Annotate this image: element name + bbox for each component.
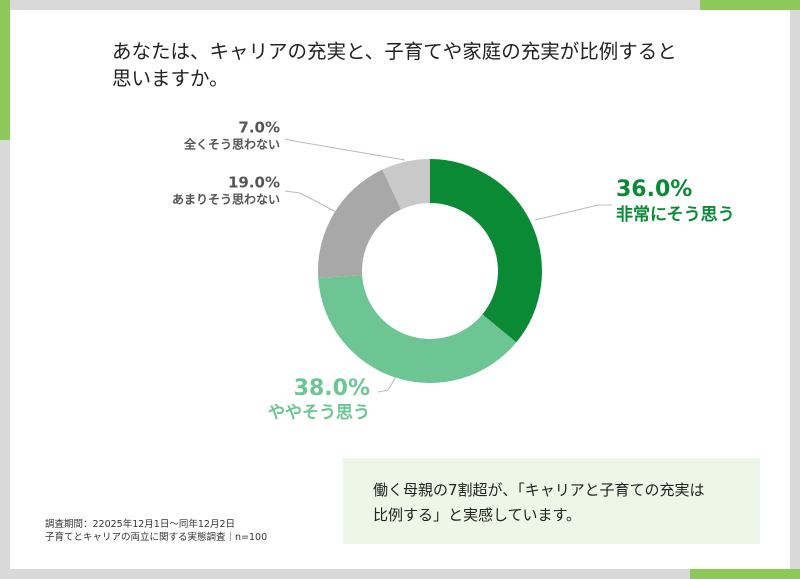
value-label: 7.0% <box>238 119 280 137</box>
footnote: 調査期間：22025年12月1日～同年12月2日 子育てとキャリアの両立に関する… <box>45 518 267 544</box>
accent-bar <box>0 0 10 140</box>
slice <box>318 169 402 279</box>
leader-line <box>284 190 341 215</box>
callout-box: 働く母親の7割超が、「キャリアと子育ての充実は比例する」と実感しています。 <box>343 458 760 544</box>
leader-line <box>534 204 612 221</box>
accent-bar <box>690 569 800 579</box>
accent-bar <box>700 0 800 10</box>
value-label: 19.0% <box>228 174 280 192</box>
footnote-line: 子育てとキャリアの両立に関する実態調査｜n=100 <box>45 532 268 543</box>
slice <box>430 159 542 343</box>
chart-title: あなたは、キャリアの充実と、子育てや家庭の充実が比例すると思いますか。 <box>112 40 677 90</box>
leader-line <box>284 138 406 161</box>
callout-text: 働く母親の7割超が、「キャリアと子育ての充実は比例する」と実感しています。 <box>373 481 705 524</box>
value-label: 38.0% <box>294 376 370 401</box>
footnote-line: 調査期間：22025年12月1日～同年12月2日 <box>45 519 235 530</box>
category-label: あまりそう思わない <box>172 193 280 207</box>
slice <box>382 159 430 210</box>
category-label: ややそう思う <box>268 403 370 423</box>
value-label: 36.0% <box>616 177 692 202</box>
category-label: 全くそう思わない <box>183 137 280 152</box>
category-label: 非常にそう思う <box>616 204 735 225</box>
slice <box>318 275 517 384</box>
